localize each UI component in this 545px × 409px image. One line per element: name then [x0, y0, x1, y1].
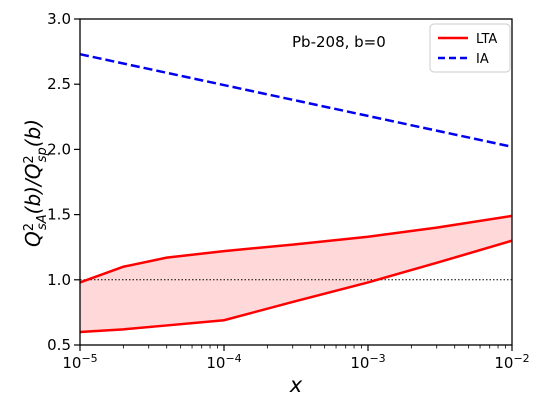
- x-axis-label: x: [289, 373, 303, 397]
- y-tick-label: 2.0: [47, 140, 71, 158]
- legend: LTA IA: [429, 23, 511, 73]
- y-tick-label: 0.5: [47, 336, 71, 354]
- chart-annotation: Pb-208, b=0: [292, 33, 386, 51]
- series-line-layer: [79, 52, 513, 334]
- x-tick-label: 10−4: [206, 352, 241, 373]
- lta-lower-line: [79, 239, 513, 334]
- lta-upper-line: [79, 214, 513, 284]
- tick-layer: 0.5 1.0 1.5 2.0 2.5 3.0 10−5 10−4 10−3 10−2: [47, 10, 530, 372]
- y-tick-label: 1.5: [47, 206, 71, 224]
- y-axis-label: Q2sA(b)/Q2sp(b): [21, 119, 50, 247]
- plot-frame: [79, 18, 513, 346]
- legend-label-ia: IA: [476, 52, 489, 67]
- y-tick-label: 1.0: [47, 271, 71, 289]
- lta-band-layer: [80, 215, 512, 332]
- legend-box: [429, 23, 511, 73]
- y-tick-label: 2.5: [47, 75, 71, 93]
- x-tick-label: 10−5: [62, 352, 97, 373]
- x-tick-label: 10−3: [350, 352, 385, 373]
- y-tick-label: 3.0: [47, 10, 71, 28]
- lta-band: [80, 215, 512, 332]
- x-tick-label: 10−2: [494, 352, 529, 373]
- legend-label-lta: LTA: [476, 32, 497, 47]
- ia-line: [79, 52, 513, 149]
